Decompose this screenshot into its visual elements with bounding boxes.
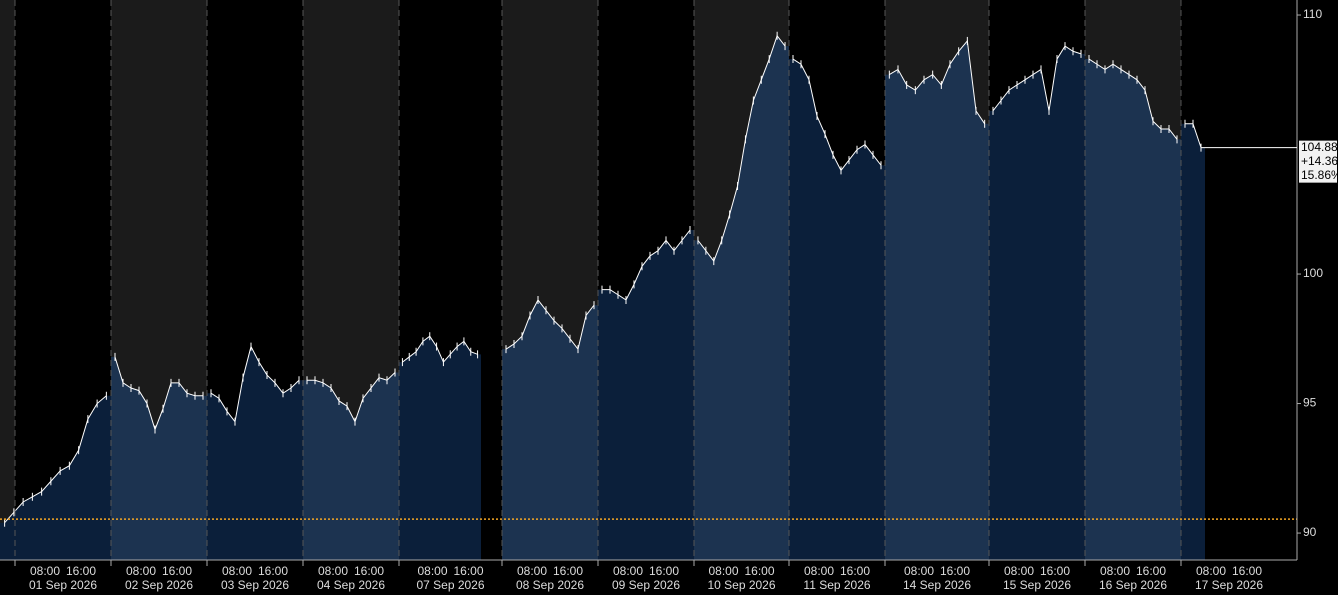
last-change: +14.36 [1301,154,1338,168]
date-label: 09 Sep 2026 [612,578,680,592]
date-label: 08 Sep 2026 [516,578,584,592]
price-line [992,45,1082,112]
hour-label: 16:00 [1040,564,1070,578]
hour-label: 08:00 [517,564,547,578]
price-line [602,229,691,301]
area [598,230,694,560]
area [502,299,598,560]
price-line [505,299,595,351]
price-line [402,335,478,364]
date-label: 14 Sep 2026 [903,578,971,592]
price-line [1088,58,1178,140]
date-label: 07 Sep 2026 [416,578,484,592]
area [885,40,989,561]
y-tick-label: 110 [1303,7,1322,21]
hour-label: 08:00 [417,564,447,578]
area [694,35,789,560]
hour-label: 16:00 [1136,564,1166,578]
date-label: 01 Sep 2026 [29,578,97,592]
date-label: 10 Sep 2026 [707,578,775,592]
hour-label: 08:00 [318,564,348,578]
date-label: 15 Sep 2026 [1003,578,1071,592]
date-label: 16 Sep 2026 [1099,578,1167,592]
hour-label: 08:00 [1100,564,1130,578]
date-label: 11 Sep 2026 [803,578,870,592]
hour-label: 16:00 [553,564,583,578]
hour-label: 08:00 [708,564,738,578]
hour-label: 16:00 [940,564,970,578]
last-value: 104.88 [1301,140,1338,154]
last-change-pct: 15.86% [1301,168,1338,182]
hour-label: 08:00 [904,564,934,578]
hour-label: 08:00 [30,564,60,578]
date-label: 02 Sep 2026 [125,578,193,592]
area [789,59,885,561]
price-line [210,345,300,423]
area [399,336,481,560]
hour-label: 08:00 [222,564,252,578]
y-tick-label: 90 [1303,525,1317,539]
hour-label: 16:00 [840,564,870,578]
area [989,46,1085,560]
hour-label: 16:00 [162,564,192,578]
hour-label: 16:00 [649,564,679,578]
y-tick-label: 100 [1303,266,1323,280]
hour-label: 16:00 [258,564,288,578]
area [111,356,207,560]
hour-label: 08:00 [804,564,834,578]
area [0,395,111,560]
hour-label: 16:00 [66,564,96,578]
area [1181,123,1205,561]
hour-label: 08:00 [1004,564,1034,578]
price-line [114,356,203,431]
date-label: 04 Sep 2026 [317,578,385,592]
price-line [4,395,107,524]
hour-label: 08:00 [613,564,643,578]
date-label: 17 Sep 2026 [1195,578,1263,592]
area [1085,59,1181,561]
session-shade [0,0,15,560]
last-value-box [1299,140,1337,183]
price-line [792,58,882,172]
y-tick-label: 95 [1303,396,1317,410]
hour-label: 08:00 [1196,564,1226,578]
hour-label: 16:00 [1232,564,1262,578]
price-line [307,372,396,423]
area [303,372,399,560]
hour-label: 16:00 [745,564,775,578]
date-label: 03 Sep 2026 [221,578,289,592]
hour-label: 16:00 [454,564,484,578]
price-line [697,34,786,263]
price-line [889,39,986,125]
hour-label: 16:00 [354,564,384,578]
hour-label: 08:00 [126,564,156,578]
area [207,346,303,560]
